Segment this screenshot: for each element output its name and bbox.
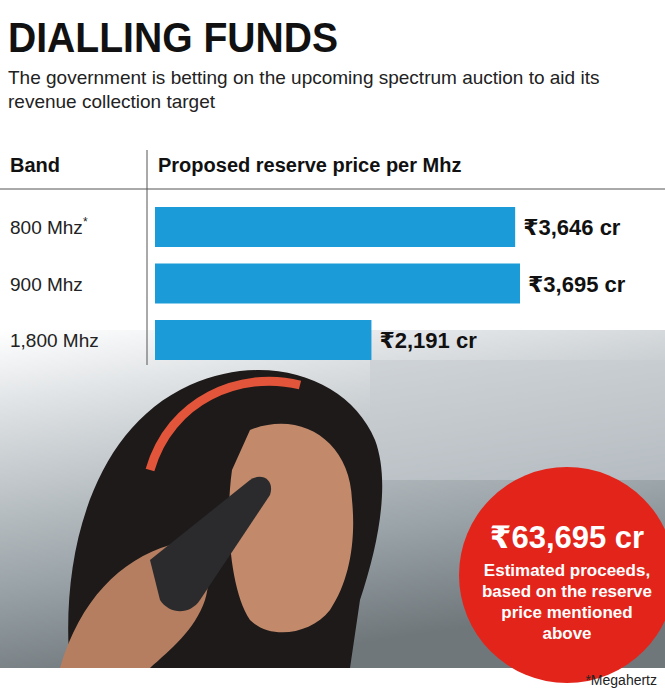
text-line: The government is betting on the upcomin… <box>8 67 599 88</box>
bar <box>155 264 520 304</box>
annotation-value: ₹63,695 cr <box>490 520 644 555</box>
category-label: 1,800 Mhz <box>10 330 99 351</box>
data-label: ₹3,695 cr <box>528 272 626 297</box>
category-label: 800 Mhz* <box>10 215 88 238</box>
bar <box>155 320 371 360</box>
subtitle: The government is betting on the upcomin… <box>8 67 599 112</box>
category-mark: * <box>83 215 88 229</box>
category-text: 800 Mhz <box>10 217 83 238</box>
labels: 800 Mhz* ₹3,646 cr 900 Mhz ₹3,695 cr 1,800 M… <box>10 215 626 353</box>
footnote: *Megahertz <box>585 672 657 688</box>
title: DIALLING FUNDS <box>8 14 338 61</box>
text-line: price mentioned <box>501 603 632 622</box>
text-line: Estimated proceeds, <box>484 561 650 580</box>
bars <box>155 207 520 360</box>
text-line: revenue collection target <box>8 91 216 112</box>
chart: DIALLING FUNDS The government is betting … <box>0 0 665 691</box>
photo-headband <box>150 381 300 470</box>
text-line: above <box>542 624 591 643</box>
annotation-circle <box>459 467 665 683</box>
value-header: Proposed reserve price per Mhz <box>158 154 461 176</box>
bar <box>155 207 515 247</box>
header-rule <box>0 189 665 190</box>
page: {"chart_data": {"type": "bar", "orientat… <box>0 0 665 691</box>
data-label: ₹2,191 cr <box>379 328 477 353</box>
photo-blur <box>370 360 665 480</box>
category-label: 900 Mhz <box>10 274 83 295</box>
background <box>0 0 665 691</box>
category-header: Band <box>10 154 60 176</box>
data-label: ₹3,646 cr <box>523 215 621 240</box>
text-line: based on the reserve <box>482 582 652 601</box>
annotation-text: Estimated proceeds, based on the reserve p… <box>482 561 652 643</box>
divider <box>147 150 148 365</box>
photo-phone <box>150 477 271 611</box>
